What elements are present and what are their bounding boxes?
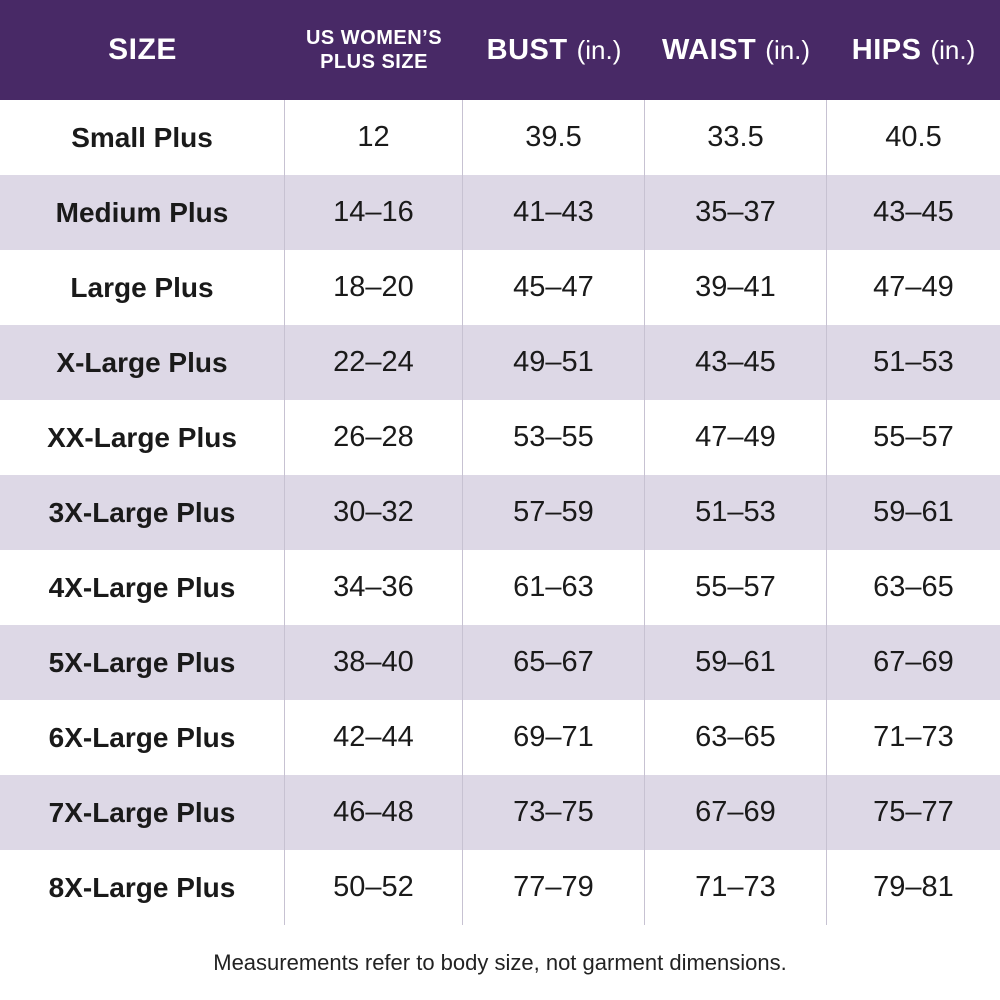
table-row: 3X-Large Plus 30–32 57–59 51–53 59–61 (0, 475, 1000, 550)
footer-note: Measurements refer to body size, not gar… (213, 949, 787, 975)
cell-size: 8X-Large Plus (0, 850, 285, 925)
cell-hips: 79–81 (873, 871, 954, 903)
cell-us-womens-plus-size: 46–48 (285, 775, 463, 850)
cell-waist: 71–73 (645, 850, 827, 925)
table-row: 4X-Large Plus 34–36 61–63 55–57 63–65 (0, 550, 1000, 625)
cell-waist: 63–65 (645, 700, 827, 775)
cell-bust: 69–71 (463, 700, 645, 775)
cell-bust: 61–63 (463, 550, 645, 625)
cell-bust: 65–67 (463, 625, 645, 700)
cell-hips: 63–65 (873, 571, 954, 603)
cell-us-womens-plus-size: 12 (285, 100, 463, 175)
size-column-label: SIZE (108, 33, 177, 66)
plus-size-column-label: US WOMEN’S PLUS SIZE (306, 26, 442, 74)
header-cell-us-womens-plus-size: US WOMEN’S PLUS SIZE (285, 0, 463, 100)
cell-waist: 33.5 (645, 100, 827, 175)
cell-hips: 40.5 (885, 121, 942, 153)
table-body: Small Plus 12 39.5 33.5 40.5 Medium Plus… (0, 100, 1000, 925)
cell-hips: 55–57 (873, 421, 954, 453)
cell-us-womens-plus-size: 38–40 (285, 625, 463, 700)
cell-bust: 49–51 (463, 325, 645, 400)
cell-hips: 43–45 (873, 196, 954, 228)
header-cell-hips: HIPS (in.) (827, 0, 1000, 100)
cell-hips: 71–73 (873, 721, 954, 753)
cell-us-womens-plus-size: 34–36 (285, 550, 463, 625)
cell-bust: 45–47 (463, 250, 645, 325)
cell-size: Large Plus (0, 250, 285, 325)
header-cell-size: SIZE (0, 0, 285, 100)
table-row: Small Plus 12 39.5 33.5 40.5 (0, 100, 1000, 175)
cell-hips: 75–77 (873, 796, 954, 828)
cell-hips: 59–61 (873, 496, 954, 528)
table-row: 6X-Large Plus 42–44 69–71 63–65 71–73 (0, 700, 1000, 775)
cell-bust: 39.5 (463, 100, 645, 175)
header-cell-waist: WAIST (in.) (645, 0, 827, 100)
hips-unit-label: (in.) (930, 34, 976, 65)
cell-us-womens-plus-size: 18–20 (285, 250, 463, 325)
cell-size: 6X-Large Plus (0, 700, 285, 775)
cell-waist: 35–37 (645, 175, 827, 250)
cell-size: 5X-Large Plus (0, 625, 285, 700)
cell-size: Small Plus (0, 100, 285, 175)
cell-bust: 73–75 (463, 775, 645, 850)
table-row: XX-Large Plus 26–28 53–55 47–49 55–57 (0, 400, 1000, 475)
header-cell-bust: BUST (in.) (463, 0, 645, 100)
cell-waist: 51–53 (645, 475, 827, 550)
cell-size: Medium Plus (0, 175, 285, 250)
cell-size: XX-Large Plus (0, 400, 285, 475)
table-row: X-Large Plus 22–24 49–51 43–45 51–53 (0, 325, 1000, 400)
table-row: Medium Plus 14–16 41–43 35–37 43–45 (0, 175, 1000, 250)
cell-us-womens-plus-size: 26–28 (285, 400, 463, 475)
plus-size-column-label-line2: PLUS SIZE (320, 51, 428, 73)
cell-hips: 51–53 (873, 346, 954, 378)
cell-bust: 57–59 (463, 475, 645, 550)
bust-unit-label: (in.) (576, 34, 622, 65)
waist-column-label: WAIST (661, 33, 757, 66)
cell-size: X-Large Plus (0, 325, 285, 400)
cell-waist: 59–61 (645, 625, 827, 700)
cell-waist: 67–69 (645, 775, 827, 850)
cell-us-womens-plus-size: 42–44 (285, 700, 463, 775)
cell-hips: 67–69 (873, 646, 954, 678)
waist-unit-label: (in.) (765, 34, 811, 65)
table-row: 7X-Large Plus 46–48 73–75 67–69 75–77 (0, 775, 1000, 850)
footer: Measurements refer to body size, not gar… (0, 925, 1000, 1000)
cell-size: 4X-Large Plus (0, 550, 285, 625)
cell-waist: 39–41 (645, 250, 827, 325)
cell-waist: 43–45 (645, 325, 827, 400)
cell-us-womens-plus-size: 22–24 (285, 325, 463, 400)
cell-us-womens-plus-size: 14–16 (285, 175, 463, 250)
bust-column-label: BUST (486, 33, 568, 66)
cell-us-womens-plus-size: 30–32 (285, 475, 463, 550)
table-row: Large Plus 18–20 45–47 39–41 47–49 (0, 250, 1000, 325)
cell-bust: 77–79 (463, 850, 645, 925)
cell-size: 7X-Large Plus (0, 775, 285, 850)
table-row: 8X-Large Plus 50–52 77–79 71–73 79–81 (0, 850, 1000, 925)
table-row: 5X-Large Plus 38–40 65–67 59–61 67–69 (0, 625, 1000, 700)
cell-bust: 53–55 (463, 400, 645, 475)
cell-us-womens-plus-size: 50–52 (285, 850, 463, 925)
hips-column-label: HIPS (851, 33, 922, 66)
cell-waist: 47–49 (645, 400, 827, 475)
cell-size: 3X-Large Plus (0, 475, 285, 550)
plus-size-column-label-line1: US WOMEN’S (305, 27, 443, 49)
cell-hips: 47–49 (873, 271, 954, 303)
table-header: SIZE US WOMEN’S PLUS SIZE BUST (in.) WAI… (0, 0, 1000, 100)
cell-bust: 41–43 (463, 175, 645, 250)
cell-waist: 55–57 (645, 550, 827, 625)
